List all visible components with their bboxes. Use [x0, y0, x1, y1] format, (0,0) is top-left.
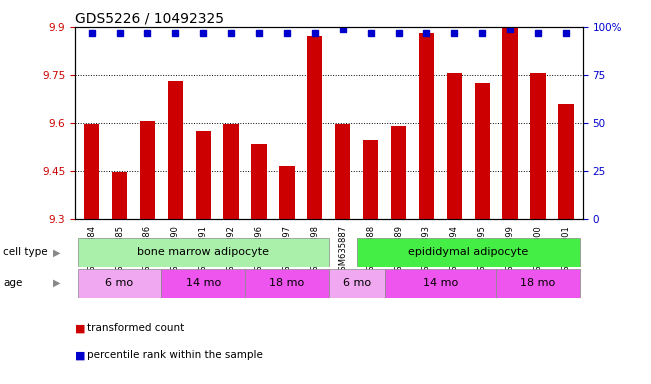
Text: age: age [3, 278, 23, 288]
Bar [419, 33, 434, 219]
Text: 6 mo: 6 mo [342, 278, 370, 288]
Bar [161, 269, 245, 298]
Text: epididymal adipocyte: epididymal adipocyte [408, 247, 529, 258]
Bar [558, 104, 574, 219]
Bar [195, 131, 211, 219]
Text: 18 mo: 18 mo [270, 278, 305, 288]
Text: ■: ■ [75, 323, 85, 333]
Bar [84, 124, 99, 219]
Text: cell type: cell type [3, 247, 48, 258]
Bar [223, 124, 239, 219]
Bar [335, 124, 350, 219]
Bar [140, 121, 155, 219]
Text: GDS5226 / 10492325: GDS5226 / 10492325 [75, 12, 224, 26]
Bar [385, 269, 496, 298]
Text: transformed count: transformed count [87, 323, 184, 333]
Bar [503, 28, 518, 219]
Bar [475, 83, 490, 219]
Bar [279, 166, 294, 219]
Bar [245, 269, 329, 298]
Text: 18 mo: 18 mo [520, 278, 556, 288]
Text: 6 mo: 6 mo [105, 278, 133, 288]
Bar [168, 81, 183, 219]
Bar [307, 36, 322, 219]
Bar [531, 73, 546, 219]
Bar [391, 126, 406, 219]
Text: 14 mo: 14 mo [422, 278, 458, 288]
Bar [357, 238, 580, 267]
Bar [251, 144, 267, 219]
Text: bone marrow adipocyte: bone marrow adipocyte [137, 247, 270, 258]
Bar [496, 269, 580, 298]
Text: ▶: ▶ [53, 278, 61, 288]
Text: percentile rank within the sample: percentile rank within the sample [87, 350, 262, 360]
Bar [112, 172, 127, 219]
Bar [447, 73, 462, 219]
Text: ▶: ▶ [53, 247, 61, 258]
Bar [77, 238, 329, 267]
Text: 14 mo: 14 mo [186, 278, 221, 288]
Bar [77, 269, 161, 298]
Text: ■: ■ [75, 350, 85, 360]
Bar [329, 269, 385, 298]
Bar [363, 141, 378, 219]
